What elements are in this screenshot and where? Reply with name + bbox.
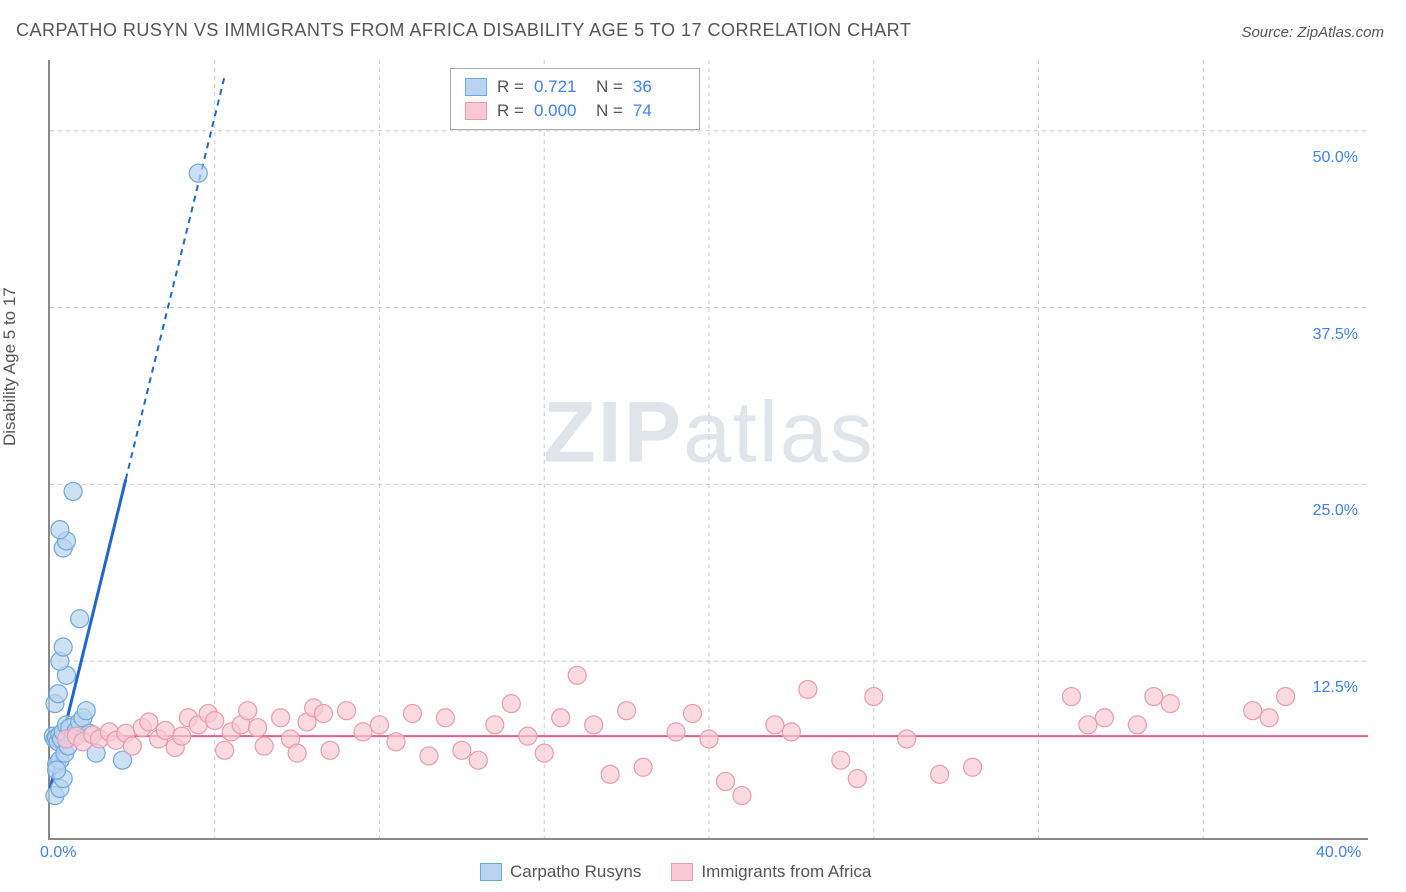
r-label: R = — [497, 101, 524, 121]
n-value: 74 — [633, 101, 685, 121]
y-tick-label: 12.5% — [1313, 679, 1358, 697]
source-attribution: Source: ZipAtlas.com — [1241, 24, 1384, 41]
y-tick-label: 37.5% — [1313, 326, 1358, 344]
legend-swatch — [480, 863, 502, 881]
correlation-legend-row: R = 0.000 N = 74 — [465, 99, 685, 123]
series-legend-item: Immigrants from Africa — [671, 862, 871, 882]
legend-swatch — [465, 102, 487, 120]
n-value: 36 — [633, 77, 685, 97]
r-value: 0.721 — [534, 77, 586, 97]
n-label: N = — [596, 77, 623, 97]
correlation-legend: R = 0.721 N = 36 R = 0.000 N = 74 — [450, 68, 700, 130]
legend-swatch — [671, 863, 693, 881]
n-label: N = — [596, 101, 623, 121]
series-legend-item: Carpatho Rusyns — [480, 862, 641, 882]
chart-title: CARPATHO RUSYN VS IMMIGRANTS FROM AFRICA… — [16, 20, 911, 41]
y-axis-title: Disability Age 5 to 17 — [0, 287, 20, 446]
r-value: 0.000 — [534, 101, 586, 121]
legend-swatch — [465, 78, 487, 96]
y-tick-label: 50.0% — [1313, 149, 1358, 167]
series-legend: Carpatho Rusyns Immigrants from Africa — [480, 862, 871, 882]
series-legend-label: Immigrants from Africa — [701, 862, 871, 882]
plot-area: ZIPatlas 12.5%25.0%37.5%50.0% — [48, 60, 1368, 840]
x-axis-max-label: 40.0% — [1316, 844, 1361, 862]
series-legend-label: Carpatho Rusyns — [510, 862, 641, 882]
correlation-legend-row: R = 0.721 N = 36 — [465, 75, 685, 99]
chart-svg — [50, 60, 1368, 838]
y-tick-label: 25.0% — [1313, 502, 1358, 520]
x-axis-min-label: 0.0% — [40, 844, 76, 862]
r-label: R = — [497, 77, 524, 97]
